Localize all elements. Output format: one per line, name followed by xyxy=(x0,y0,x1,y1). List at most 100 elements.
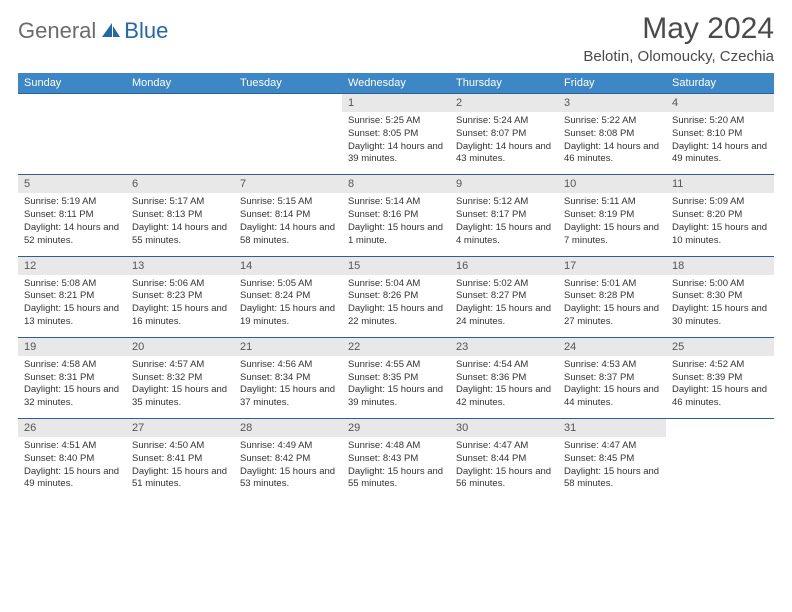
day-number xyxy=(666,419,774,438)
sunset-text: Sunset: 8:24 PM xyxy=(240,290,336,303)
calendar-head: SundayMondayTuesdayWednesdayThursdayFrid… xyxy=(18,73,774,94)
calendar-cell: 27Sunrise: 4:50 AMSunset: 8:41 PMDayligh… xyxy=(126,419,234,500)
daylight-text: Daylight: 15 hours and 16 minutes. xyxy=(132,303,228,329)
day-body: Sunrise: 4:48 AMSunset: 8:43 PMDaylight:… xyxy=(342,437,450,499)
calendar-cell: 4Sunrise: 5:20 AMSunset: 8:10 PMDaylight… xyxy=(666,94,774,175)
day-body: Sunrise: 5:06 AMSunset: 8:23 PMDaylight:… xyxy=(126,275,234,337)
calendar-cell xyxy=(18,94,126,175)
location: Belotin, Olomoucky, Czechia xyxy=(583,48,774,65)
sunset-text: Sunset: 8:05 PM xyxy=(348,128,444,141)
daylight-text: Daylight: 15 hours and 37 minutes. xyxy=(240,384,336,410)
sunset-text: Sunset: 8:42 PM xyxy=(240,453,336,466)
sunset-text: Sunset: 8:16 PM xyxy=(348,209,444,222)
sunset-text: Sunset: 8:37 PM xyxy=(564,372,660,385)
sunset-text: Sunset: 8:40 PM xyxy=(24,453,120,466)
sunrise-text: Sunrise: 4:55 AM xyxy=(348,359,444,372)
weekday-header: Wednesday xyxy=(342,73,450,94)
sunrise-text: Sunrise: 4:54 AM xyxy=(456,359,552,372)
day-body: Sunrise: 4:47 AMSunset: 8:44 PMDaylight:… xyxy=(450,437,558,499)
calendar-cell: 8Sunrise: 5:14 AMSunset: 8:16 PMDaylight… xyxy=(342,175,450,256)
daylight-text: Daylight: 15 hours and 32 minutes. xyxy=(24,384,120,410)
sunrise-text: Sunrise: 4:58 AM xyxy=(24,359,120,372)
daylight-text: Daylight: 15 hours and 39 minutes. xyxy=(348,384,444,410)
daylight-text: Daylight: 14 hours and 58 minutes. xyxy=(240,222,336,248)
calendar-row: 26Sunrise: 4:51 AMSunset: 8:40 PMDayligh… xyxy=(18,419,774,500)
day-body xyxy=(126,113,234,171)
daylight-text: Daylight: 15 hours and 30 minutes. xyxy=(672,303,768,329)
calendar-cell: 30Sunrise: 4:47 AMSunset: 8:44 PMDayligh… xyxy=(450,419,558,500)
day-number: 16 xyxy=(450,257,558,275)
calendar-cell: 2Sunrise: 5:24 AMSunset: 8:07 PMDaylight… xyxy=(450,94,558,175)
calendar-cell: 17Sunrise: 5:01 AMSunset: 8:28 PMDayligh… xyxy=(558,256,666,337)
day-body: Sunrise: 4:50 AMSunset: 8:41 PMDaylight:… xyxy=(126,437,234,499)
sunset-text: Sunset: 8:11 PM xyxy=(24,209,120,222)
sunset-text: Sunset: 8:28 PM xyxy=(564,290,660,303)
sunset-text: Sunset: 8:36 PM xyxy=(456,372,552,385)
sunset-text: Sunset: 8:14 PM xyxy=(240,209,336,222)
calendar-cell: 23Sunrise: 4:54 AMSunset: 8:36 PMDayligh… xyxy=(450,337,558,418)
sunrise-text: Sunrise: 4:51 AM xyxy=(24,440,120,453)
weekday-header: Saturday xyxy=(666,73,774,94)
daylight-text: Daylight: 15 hours and 22 minutes. xyxy=(348,303,444,329)
daylight-text: Daylight: 15 hours and 10 minutes. xyxy=(672,222,768,248)
day-body: Sunrise: 5:09 AMSunset: 8:20 PMDaylight:… xyxy=(666,193,774,255)
sunset-text: Sunset: 8:31 PM xyxy=(24,372,120,385)
calendar-table: SundayMondayTuesdayWednesdayThursdayFrid… xyxy=(18,73,774,499)
daylight-text: Daylight: 15 hours and 53 minutes. xyxy=(240,466,336,492)
daylight-text: Daylight: 14 hours and 55 minutes. xyxy=(132,222,228,248)
day-body: Sunrise: 5:15 AMSunset: 8:14 PMDaylight:… xyxy=(234,193,342,255)
calendar-cell: 20Sunrise: 4:57 AMSunset: 8:32 PMDayligh… xyxy=(126,337,234,418)
day-number: 15 xyxy=(342,257,450,275)
daylight-text: Daylight: 15 hours and 24 minutes. xyxy=(456,303,552,329)
daylight-text: Daylight: 15 hours and 58 minutes. xyxy=(564,466,660,492)
title-block: May 2024 Belotin, Olomoucky, Czechia xyxy=(583,12,774,65)
calendar-cell: 19Sunrise: 4:58 AMSunset: 8:31 PMDayligh… xyxy=(18,337,126,418)
daylight-text: Daylight: 14 hours and 46 minutes. xyxy=(564,141,660,167)
sunrise-text: Sunrise: 5:25 AM xyxy=(348,115,444,128)
day-number: 13 xyxy=(126,257,234,275)
calendar-cell: 28Sunrise: 4:49 AMSunset: 8:42 PMDayligh… xyxy=(234,419,342,500)
daylight-text: Daylight: 14 hours and 49 minutes. xyxy=(672,141,768,167)
sunset-text: Sunset: 8:13 PM xyxy=(132,209,228,222)
day-body: Sunrise: 4:51 AMSunset: 8:40 PMDaylight:… xyxy=(18,437,126,499)
day-body: Sunrise: 4:53 AMSunset: 8:37 PMDaylight:… xyxy=(558,356,666,418)
sunset-text: Sunset: 8:35 PM xyxy=(348,372,444,385)
day-body: Sunrise: 5:12 AMSunset: 8:17 PMDaylight:… xyxy=(450,193,558,255)
day-body: Sunrise: 4:56 AMSunset: 8:34 PMDaylight:… xyxy=(234,356,342,418)
day-number: 5 xyxy=(18,175,126,193)
sunrise-text: Sunrise: 5:06 AM xyxy=(132,278,228,291)
weekday-header: Tuesday xyxy=(234,73,342,94)
daylight-text: Daylight: 15 hours and 4 minutes. xyxy=(456,222,552,248)
sunset-text: Sunset: 8:07 PM xyxy=(456,128,552,141)
calendar-cell: 9Sunrise: 5:12 AMSunset: 8:17 PMDaylight… xyxy=(450,175,558,256)
day-number: 26 xyxy=(18,419,126,437)
daylight-text: Daylight: 15 hours and 13 minutes. xyxy=(24,303,120,329)
day-number: 18 xyxy=(666,257,774,275)
day-body xyxy=(18,113,126,171)
sunrise-text: Sunrise: 5:09 AM xyxy=(672,196,768,209)
day-number: 14 xyxy=(234,257,342,275)
sunset-text: Sunset: 8:39 PM xyxy=(672,372,768,385)
sunset-text: Sunset: 8:19 PM xyxy=(564,209,660,222)
weekday-header: Friday xyxy=(558,73,666,94)
daylight-text: Daylight: 15 hours and 49 minutes. xyxy=(24,466,120,492)
day-body: Sunrise: 5:25 AMSunset: 8:05 PMDaylight:… xyxy=(342,112,450,174)
sunset-text: Sunset: 8:45 PM xyxy=(564,453,660,466)
daylight-text: Daylight: 15 hours and 55 minutes. xyxy=(348,466,444,492)
calendar-cell: 16Sunrise: 5:02 AMSunset: 8:27 PMDayligh… xyxy=(450,256,558,337)
calendar-cell: 24Sunrise: 4:53 AMSunset: 8:37 PMDayligh… xyxy=(558,337,666,418)
sunrise-text: Sunrise: 5:17 AM xyxy=(132,196,228,209)
daylight-text: Daylight: 15 hours and 44 minutes. xyxy=(564,384,660,410)
day-body: Sunrise: 5:00 AMSunset: 8:30 PMDaylight:… xyxy=(666,275,774,337)
sunrise-text: Sunrise: 4:49 AM xyxy=(240,440,336,453)
sunrise-text: Sunrise: 5:00 AM xyxy=(672,278,768,291)
calendar-cell: 11Sunrise: 5:09 AMSunset: 8:20 PMDayligh… xyxy=(666,175,774,256)
sunrise-text: Sunrise: 4:56 AM xyxy=(240,359,336,372)
day-body: Sunrise: 5:20 AMSunset: 8:10 PMDaylight:… xyxy=(666,112,774,174)
sunrise-text: Sunrise: 5:20 AM xyxy=(672,115,768,128)
day-number: 10 xyxy=(558,175,666,193)
day-body: Sunrise: 4:54 AMSunset: 8:36 PMDaylight:… xyxy=(450,356,558,418)
day-body: Sunrise: 4:52 AMSunset: 8:39 PMDaylight:… xyxy=(666,356,774,418)
day-body: Sunrise: 5:08 AMSunset: 8:21 PMDaylight:… xyxy=(18,275,126,337)
calendar-cell: 10Sunrise: 5:11 AMSunset: 8:19 PMDayligh… xyxy=(558,175,666,256)
